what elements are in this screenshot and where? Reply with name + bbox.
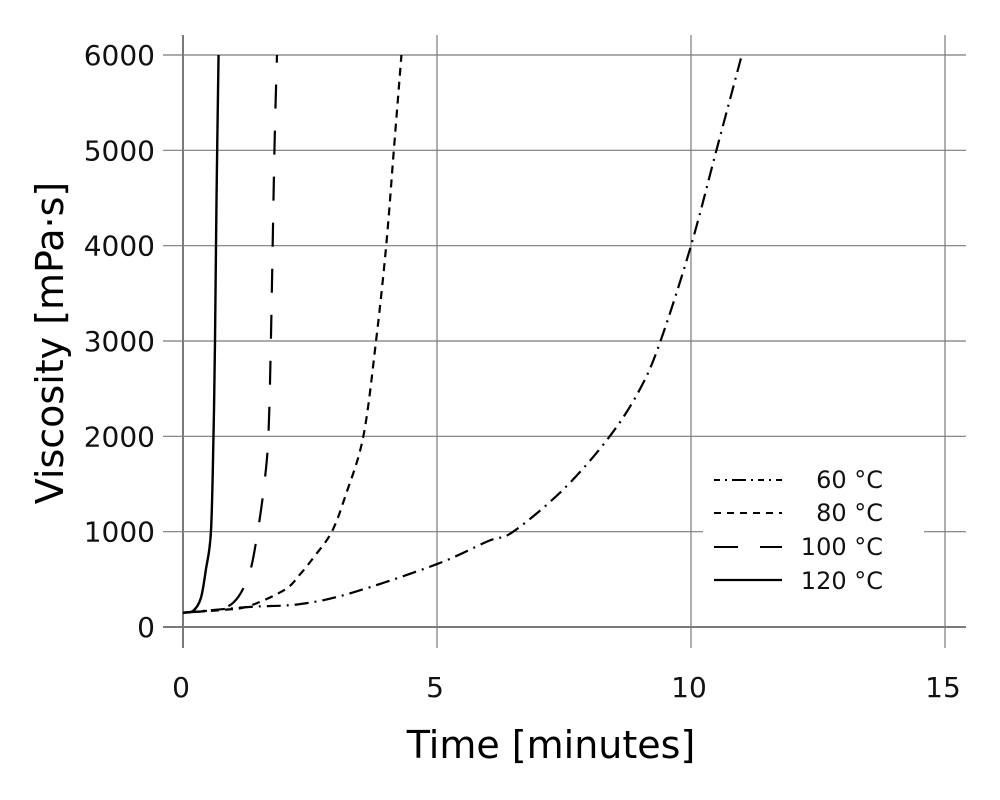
series-curves <box>182 54 743 614</box>
legend-box <box>703 438 924 626</box>
y-tick-label: 1000 <box>84 516 155 549</box>
y-tick-label: 0 <box>137 611 155 644</box>
legend-label-80: 80 °C <box>816 499 883 527</box>
x-tick-label: 15 <box>925 671 961 704</box>
y-tick-label: 6000 <box>84 39 155 72</box>
legend: 60 °C 80 °C 100 °C 120 °C <box>703 438 924 626</box>
series-curve-60 <box>182 54 743 614</box>
series-curve-100 <box>182 54 279 614</box>
tick-labels: 0 1000 2000 3000 4000 5000 6000 0 5 10 15 <box>84 39 961 704</box>
series-curve-120 <box>182 54 220 614</box>
x-axis-title: Time [minutes] <box>406 723 696 767</box>
y-tick-label: 4000 <box>84 230 155 263</box>
y-tick-label: 2000 <box>84 420 155 453</box>
x-tick-label: 5 <box>426 671 444 704</box>
y-tick-label: 3000 <box>84 325 155 358</box>
legend-item-120: 120 °C <box>714 567 883 595</box>
legend-label-60: 60 °C <box>816 466 883 494</box>
legend-item-80: 80 °C <box>714 499 883 527</box>
y-tick-label: 5000 <box>84 134 155 167</box>
legend-item-60: 60 °C <box>714 466 883 494</box>
legend-item-100: 100 °C <box>714 533 883 561</box>
x-tick-label: 0 <box>172 671 190 704</box>
legend-label-100: 100 °C <box>801 533 883 561</box>
gridlines <box>163 35 966 648</box>
x-tick-label: 10 <box>671 671 707 704</box>
y-axis-title: Viscosity [mPa·s] <box>28 182 72 505</box>
legend-label-120: 120 °C <box>801 567 883 595</box>
